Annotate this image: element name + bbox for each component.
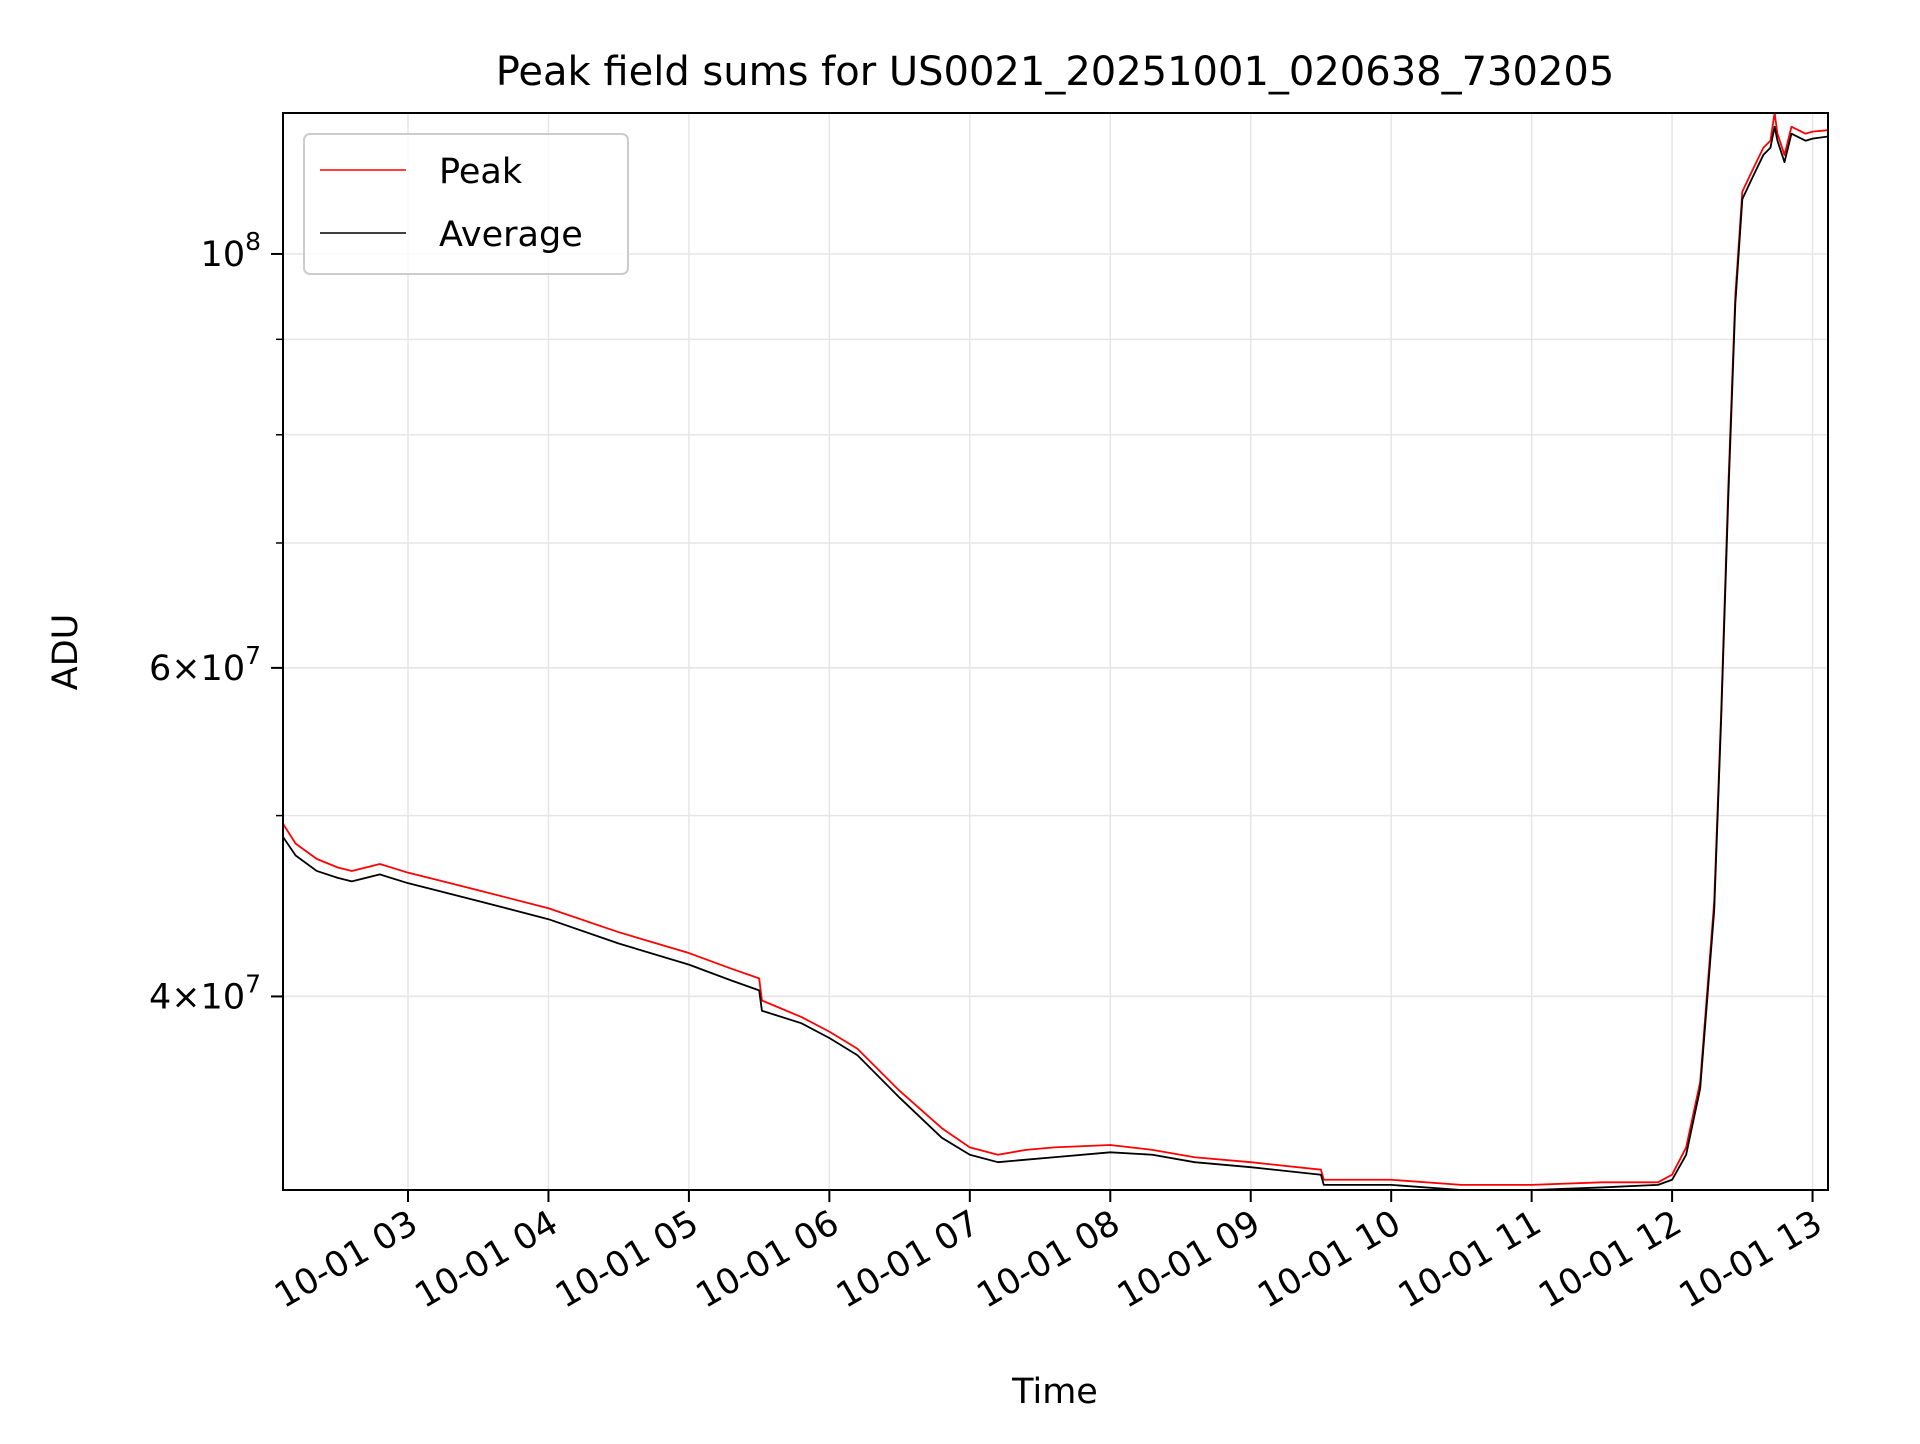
y-tick-mantissa: 4 bbox=[149, 977, 171, 1017]
y-tick-base: 10 bbox=[201, 235, 246, 275]
plot-series bbox=[283, 113, 1828, 1190]
y-tick-label: 4×107 bbox=[149, 969, 261, 1017]
y-tick-exponent: 7 bbox=[245, 641, 261, 670]
legend-label-average: Average bbox=[439, 215, 583, 255]
series-line-average bbox=[283, 125, 1828, 1190]
x-axis-label: Time bbox=[1011, 1372, 1098, 1412]
y-tick-exponent: 8 bbox=[245, 227, 261, 256]
y-tick-times: × bbox=[171, 977, 200, 1017]
y-tick-mantissa: 6 bbox=[149, 649, 171, 689]
y-tick-label: 6×107 bbox=[149, 641, 261, 689]
y-tick-label: 108 bbox=[201, 227, 261, 275]
legend-label-peak: Peak bbox=[439, 152, 523, 192]
y-tick-base: 10 bbox=[201, 649, 246, 689]
y-tick-base: 10 bbox=[201, 977, 246, 1017]
plot-area-frame bbox=[282, 112, 1829, 1191]
legend: Peak Average bbox=[303, 133, 629, 275]
chart-title: Peak field sums for US0021_20251001_0206… bbox=[496, 49, 1615, 95]
y-tick-exponent: 7 bbox=[245, 969, 261, 998]
y-tick-times: × bbox=[171, 649, 200, 689]
series-line-peak bbox=[283, 113, 1828, 1186]
y-axis-label: ADU bbox=[46, 614, 86, 691]
legend-box bbox=[303, 133, 629, 275]
grid-lines bbox=[283, 113, 1828, 1190]
